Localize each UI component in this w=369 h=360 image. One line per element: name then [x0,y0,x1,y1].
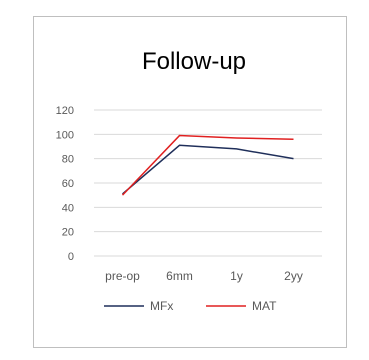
y-axis-ticks: 0 20 40 60 80 100 120 [56,105,74,263]
chart-frame: Follow-up 0 20 40 60 80 100 120 pre-op 6mm 1y 2yy… [33,16,347,348]
x-tick-label: pre-op [105,269,140,283]
line-chart: Follow-up 0 20 40 60 80 100 120 pre-op 6mm 1y 2yy… [56,48,322,313]
legend: MFx MAT [104,299,277,313]
y-tick-label: 0 [68,251,74,263]
x-axis-ticks: pre-op 6mm 1y 2yy [105,269,303,283]
series-line-mat [121,134,294,196]
gridlines [94,109,322,257]
x-tick-label: 2yy [284,269,303,283]
chart-title: Follow-up [142,48,246,75]
series-line-mfx [122,144,294,195]
y-tick-label: 20 [62,227,74,239]
y-tick-label: 60 [62,178,74,190]
y-tick-label: 80 [62,154,74,166]
y-tick-label: 120 [56,105,74,117]
legend-label-mfx: MFx [150,299,173,313]
legend-label-mat: MAT [252,299,277,313]
y-tick-label: 100 [56,129,74,141]
x-tick-label: 1y [230,269,243,283]
x-tick-label: 6mm [166,269,193,283]
series-lines [121,134,294,196]
y-tick-label: 40 [62,202,74,214]
